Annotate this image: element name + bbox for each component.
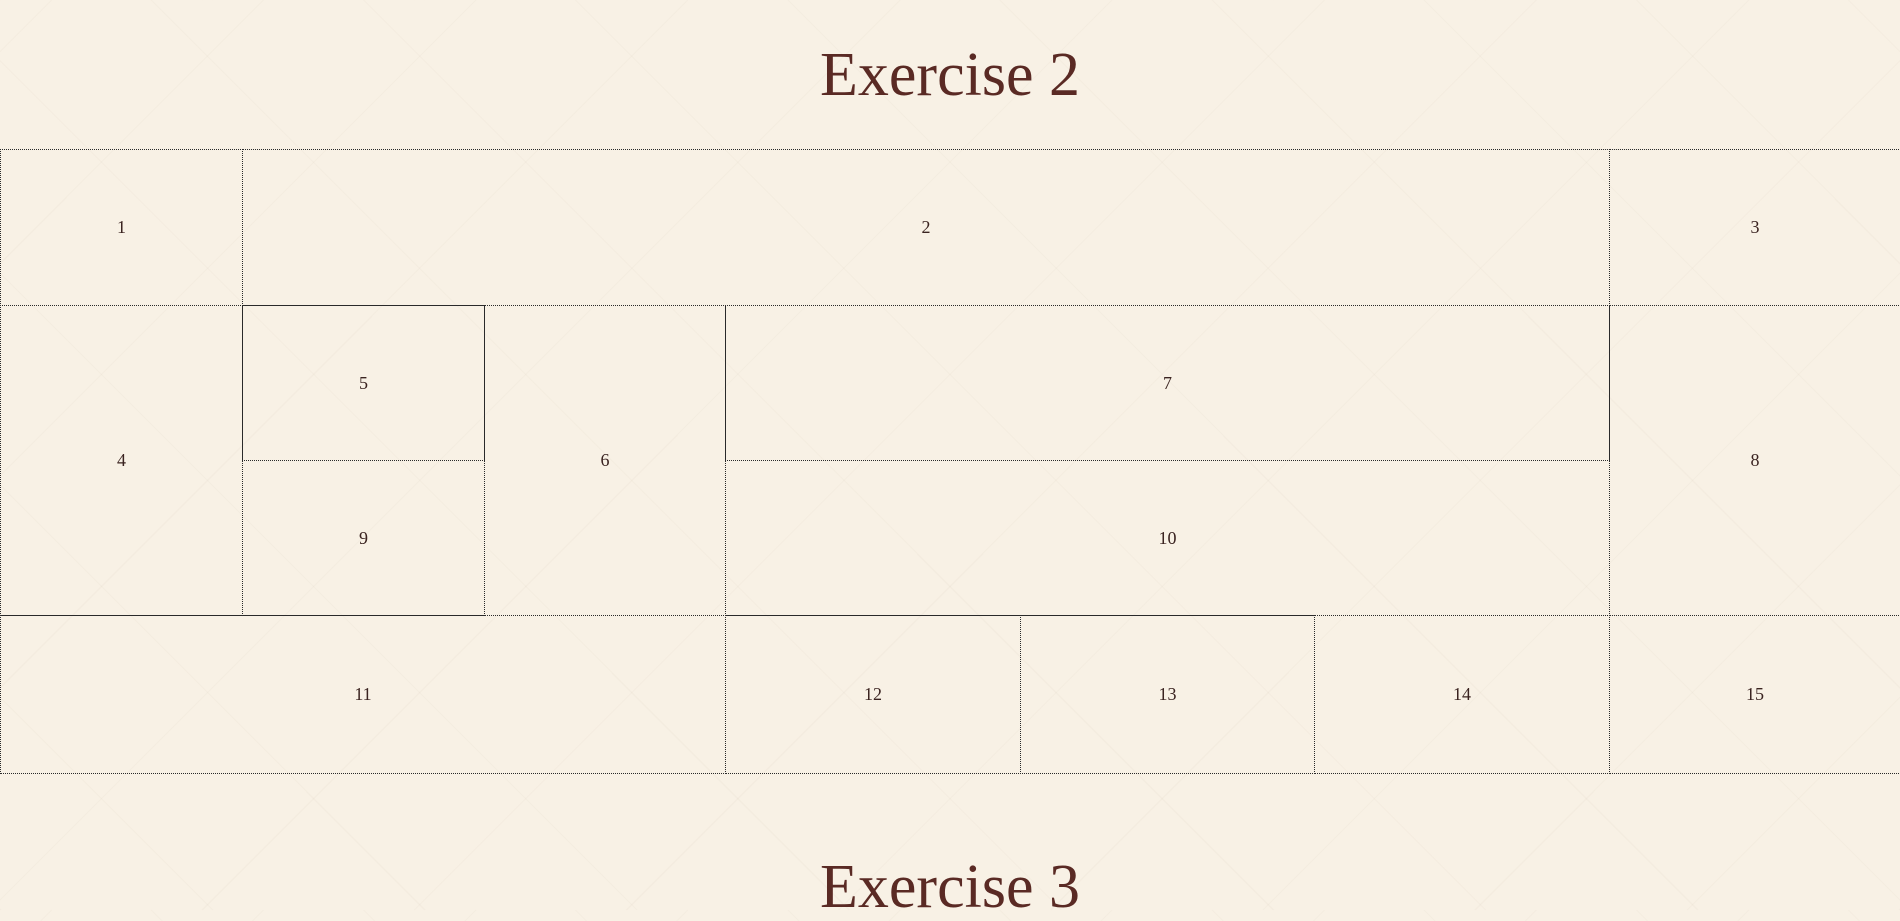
grid-cell-8: 8 [1609, 305, 1900, 616]
exercise-2-grid: 1 2 3 4 5 6 7 8 9 10 11 12 13 14 15 [0, 149, 1900, 774]
grid-cell-13: 13 [1020, 615, 1315, 774]
grid-cell-2: 2 [242, 149, 1610, 306]
grid-cell-11: 11 [0, 615, 726, 774]
grid-cell-9: 9 [242, 460, 485, 616]
grid-cell-5: 5 [242, 305, 485, 461]
exercise-3-heading: Exercise 3 [820, 853, 1080, 921]
grid-cell-15: 15 [1609, 615, 1900, 774]
grid-cell-1: 1 [0, 149, 243, 306]
grid-cell-6: 6 [484, 305, 726, 616]
exercise-2-heading: Exercise 2 [820, 41, 1080, 109]
grid-cell-14: 14 [1314, 615, 1610, 774]
grid-cell-10: 10 [725, 460, 1610, 616]
grid-cell-3: 3 [1609, 149, 1900, 306]
grid-cell-7: 7 [725, 305, 1610, 461]
grid-cell-12: 12 [725, 615, 1021, 774]
grid-cell-4: 4 [0, 305, 243, 616]
